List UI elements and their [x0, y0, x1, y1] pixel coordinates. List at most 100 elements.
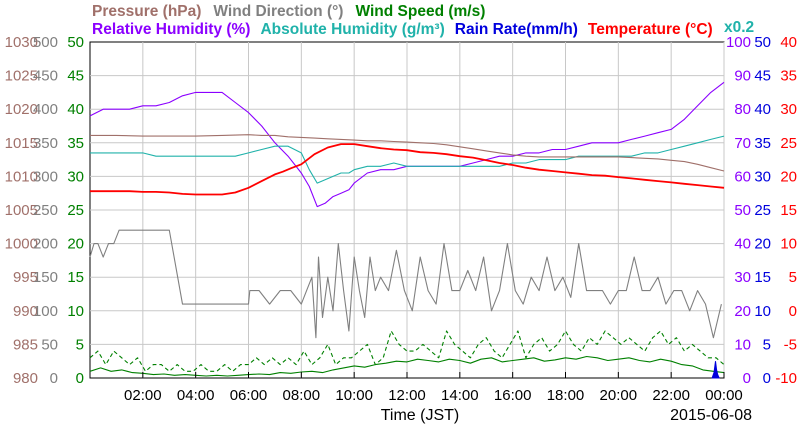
y-tick-label: 990 [13, 303, 38, 320]
y-tick-label: 30 [67, 168, 84, 185]
y-tick-label: 40 [754, 101, 771, 118]
legend-entry: Absolute Humidity (g/m³) [260, 21, 444, 38]
y-tick-label: 20 [780, 168, 797, 185]
y-tick-label: 10 [67, 303, 84, 320]
y-tick-label: 90 [734, 68, 751, 85]
y-tick-label: 980 [13, 370, 38, 387]
legend: Pressure (hPa) Wind Direction (°) Wind Spe… [92, 3, 754, 38]
y-tick-label: 450 [33, 68, 58, 85]
y-tick-label: 0 [50, 370, 58, 387]
legend-entry: Rain Rate(mm/h) [455, 21, 578, 38]
y-tick-label: 40 [67, 101, 84, 118]
y-tick-label: 45 [67, 68, 84, 85]
x-tick-label: 00:00 [705, 387, 743, 404]
y-tick-label: 25 [67, 202, 84, 219]
y-tick-label: 25 [780, 135, 797, 152]
x-tick-label: 14:00 [441, 387, 479, 404]
y-tick-label: 0 [763, 370, 771, 387]
series-rain-rate [711, 361, 720, 379]
x-tick-label: 22:00 [652, 387, 690, 404]
y-tick-label: -5 [784, 336, 797, 353]
y-tick-label: 15 [67, 269, 84, 286]
y-tick-label: 20 [67, 236, 84, 253]
x-tick-label: 18:00 [547, 387, 585, 404]
y-tick-label: 5 [789, 269, 797, 286]
y-tick-label: 30 [754, 168, 771, 185]
y-tick-label: 1030 [5, 34, 38, 51]
x-tick-label: 06:00 [230, 387, 268, 404]
series-line [89, 330, 725, 372]
y-tick-label: 0 [76, 370, 84, 387]
y-tick-label: 20 [754, 236, 771, 253]
series-line [90, 143, 725, 196]
y-tick-label: 50 [41, 336, 58, 353]
legend-entry: Pressure (hPa) [92, 3, 201, 20]
y-tick-label: 20 [734, 303, 751, 320]
x-tick-label: 20:00 [600, 387, 638, 404]
x-tick-label: 04:00 [177, 387, 215, 404]
y-tick-label: 15 [754, 269, 771, 286]
y-tick-label: 985 [13, 336, 38, 353]
y-tick-label: 1010 [5, 168, 38, 185]
y-tick-label: 80 [734, 101, 751, 118]
y-tick-label: 0 [743, 370, 751, 387]
y-tick-label: 5 [763, 336, 771, 353]
y-tick-label: 70 [734, 135, 751, 152]
y-tick-label: 10 [734, 336, 751, 353]
series-line [90, 135, 725, 184]
y-tick-label: 100 [726, 34, 751, 51]
y-tick-label: 150 [33, 269, 58, 286]
date-label: 2015-06-08 [670, 407, 752, 424]
y-tick-label: 300 [33, 168, 58, 185]
x-tick-label: 16:00 [494, 387, 532, 404]
x-axis-label: Time (JST) [381, 407, 460, 424]
y-tick-label: 35 [780, 68, 797, 85]
y-tick-label: 35 [754, 135, 771, 152]
y-tick-label: 30 [734, 269, 751, 286]
y-tick-label: 1000 [5, 236, 38, 253]
series-line [89, 229, 722, 339]
axes: 9809859909951000100510101015102010251030… [5, 34, 797, 404]
y-tick-label: 40 [780, 34, 797, 51]
y-tick-label: 995 [13, 269, 38, 286]
y-tick-label: 40 [734, 236, 751, 253]
x-tick-label: 08:00 [283, 387, 321, 404]
y-tick-label: -10 [775, 370, 797, 387]
y-tick-label: 45 [754, 68, 771, 85]
y-tick-label: 10 [754, 303, 771, 320]
y-tick-label: 15 [780, 202, 797, 219]
y-tick-label: 0 [789, 303, 797, 320]
series-layer [89, 81, 725, 379]
y-tick-label: 50 [734, 202, 751, 219]
series-line [90, 134, 725, 172]
y-tick-label: 30 [780, 101, 797, 118]
y-tick-label: 100 [33, 303, 58, 320]
series-line [89, 81, 725, 208]
y-tick-label: 400 [33, 101, 58, 118]
y-tick-label: 60 [734, 168, 751, 185]
legend-entry: Wind Speed (m/s) [355, 3, 485, 20]
legend-entry: Temperature (°C) [588, 21, 713, 38]
y-tick-label: 250 [33, 202, 58, 219]
y-tick-label: 1015 [5, 135, 38, 152]
y-tick-label: 50 [754, 34, 771, 51]
grid [90, 42, 725, 378]
y-tick-label: 50 [67, 34, 84, 51]
legend-entry: Wind Direction (°) [213, 3, 343, 20]
y-tick-label: 25 [754, 202, 771, 219]
x-tick-label: 02:00 [124, 387, 162, 404]
y-tick-label: 1020 [5, 101, 38, 118]
y-tick-label: 10 [780, 236, 797, 253]
y-tick-label: 500 [33, 34, 58, 51]
x-tick-label: 10:00 [335, 387, 373, 404]
y-tick-label: 200 [33, 236, 58, 253]
y-tick-label: 1005 [5, 202, 38, 219]
x-tick-label: 12:00 [388, 387, 426, 404]
y-tick-label: 5 [76, 336, 84, 353]
legend-entry: Relative Humidity (%) [92, 21, 250, 38]
legend-multiplier: x0.2 [724, 19, 754, 36]
y-tick-label: 35 [67, 135, 84, 152]
y-tick-label: 1025 [5, 68, 38, 85]
y-tick-label: 350 [33, 135, 58, 152]
